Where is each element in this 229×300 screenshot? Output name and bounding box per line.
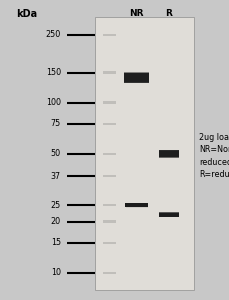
Bar (158, 151, 179, 157)
Bar (103, 175, 115, 177)
Bar (103, 34, 115, 36)
Bar (158, 212, 179, 217)
Text: 37: 37 (51, 172, 61, 181)
Bar (124, 72, 149, 83)
Bar (158, 150, 178, 158)
Text: 100: 100 (46, 98, 61, 107)
Bar (124, 73, 149, 82)
Bar (124, 72, 149, 83)
Text: 2ug loading
NR=Non-
reduced
R=reduced: 2ug loading NR=Non- reduced R=reduced (198, 133, 229, 179)
Text: NR: NR (129, 9, 144, 18)
Bar (158, 150, 178, 158)
Bar (158, 150, 178, 158)
Text: 25: 25 (50, 201, 61, 210)
Bar (158, 212, 178, 217)
Text: 15: 15 (51, 238, 61, 247)
Bar (158, 213, 179, 216)
Bar (158, 213, 179, 217)
Bar (103, 101, 115, 104)
Bar (158, 213, 179, 217)
Bar (158, 212, 178, 217)
Bar (95, 16, 194, 290)
Bar (124, 73, 149, 82)
Bar (103, 242, 115, 244)
Text: 75: 75 (50, 119, 61, 128)
Bar (158, 150, 179, 158)
Bar (158, 212, 178, 217)
Bar (158, 150, 178, 158)
Text: 10: 10 (51, 268, 61, 278)
Bar (158, 212, 178, 217)
Bar (125, 203, 148, 207)
Bar (158, 150, 178, 158)
Bar (103, 123, 115, 125)
Text: 250: 250 (46, 30, 61, 39)
Bar (158, 213, 179, 217)
Bar (125, 203, 147, 207)
Bar (103, 220, 115, 223)
Bar (125, 203, 148, 207)
Bar (125, 203, 147, 208)
Bar (125, 203, 148, 207)
Bar (125, 203, 147, 207)
Bar (124, 72, 149, 83)
Bar (158, 213, 179, 217)
Bar (158, 151, 179, 157)
Bar (124, 74, 149, 82)
Bar (125, 203, 148, 207)
Bar (158, 151, 179, 157)
Bar (103, 71, 115, 74)
Text: 150: 150 (46, 68, 61, 77)
Bar (125, 203, 148, 207)
Bar (158, 151, 179, 157)
Bar (158, 151, 179, 157)
Bar (124, 73, 149, 83)
Text: 50: 50 (51, 149, 61, 158)
Bar (158, 151, 179, 157)
Bar (103, 272, 115, 274)
Bar (125, 203, 148, 207)
Bar (158, 212, 178, 217)
Bar (103, 153, 115, 155)
Bar (125, 203, 147, 207)
Text: R: R (165, 9, 172, 18)
Text: kDa: kDa (16, 9, 37, 19)
Text: 20: 20 (51, 217, 61, 226)
Bar (125, 203, 147, 207)
Bar (124, 73, 149, 83)
Bar (103, 204, 115, 206)
Bar (124, 73, 149, 82)
Bar (124, 73, 149, 82)
Bar (125, 203, 147, 208)
Bar (158, 213, 179, 217)
Bar (124, 73, 149, 82)
Bar (124, 74, 149, 82)
